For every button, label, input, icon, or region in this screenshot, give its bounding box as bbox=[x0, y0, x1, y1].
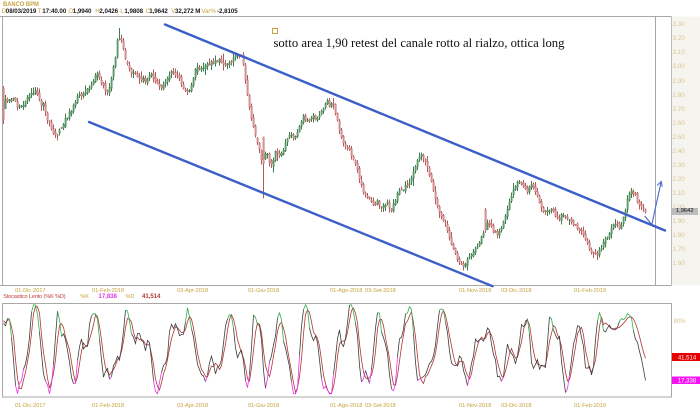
svg-text:17,338: 17,338 bbox=[678, 379, 697, 385]
svg-text:41,514: 41,514 bbox=[678, 355, 697, 361]
